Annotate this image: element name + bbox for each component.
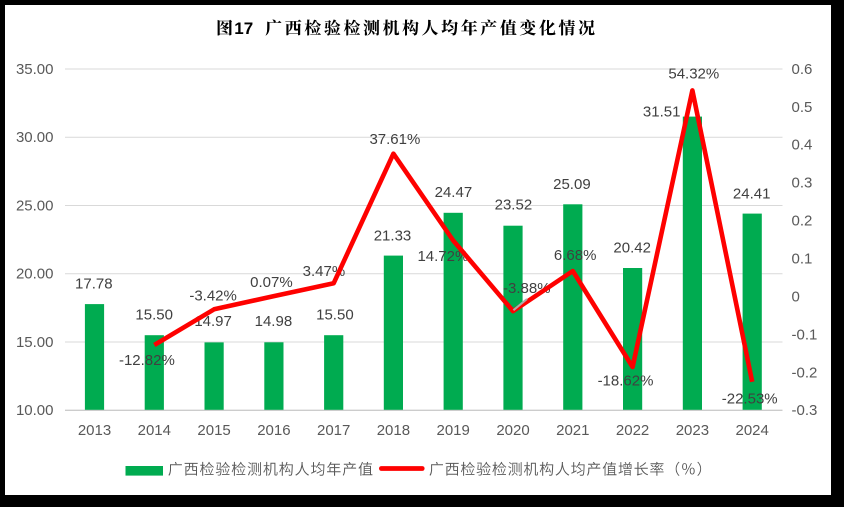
svg-text:0.2: 0.2 <box>792 213 813 230</box>
svg-text:14.98: 14.98 <box>255 313 293 330</box>
svg-text:0.5: 0.5 <box>792 99 813 116</box>
svg-text:2018: 2018 <box>377 422 410 439</box>
svg-text:24.47: 24.47 <box>435 184 473 201</box>
svg-text:2022: 2022 <box>616 422 649 439</box>
svg-text:2015: 2015 <box>197 422 230 439</box>
svg-text:2023: 2023 <box>676 422 709 439</box>
svg-text:37.61%: 37.61% <box>369 131 420 148</box>
svg-text:25.00: 25.00 <box>16 197 54 214</box>
svg-text:21.33: 21.33 <box>374 227 412 244</box>
svg-text:35.00: 35.00 <box>16 61 54 78</box>
svg-text:15.50: 15.50 <box>135 306 173 323</box>
svg-text:0.1: 0.1 <box>792 251 813 268</box>
svg-text:15.00: 15.00 <box>16 334 54 351</box>
svg-text:2019: 2019 <box>437 422 470 439</box>
svg-text:10.00: 10.00 <box>16 402 54 419</box>
svg-text:-12.82%: -12.82% <box>119 352 175 369</box>
svg-text:-0.2: -0.2 <box>792 364 818 381</box>
svg-text:31.51: 31.51 <box>643 103 681 120</box>
svg-text:2020: 2020 <box>496 422 529 439</box>
svg-text:15.50: 15.50 <box>316 306 354 323</box>
svg-text:6.68%: 6.68% <box>554 247 597 264</box>
svg-text:3.47%: 3.47% <box>303 263 346 280</box>
svg-text:2021: 2021 <box>556 422 589 439</box>
svg-text:25.09: 25.09 <box>553 176 591 193</box>
svg-text:2024: 2024 <box>736 422 769 439</box>
svg-text:0.6: 0.6 <box>792 61 813 78</box>
svg-text:23.52: 23.52 <box>495 197 533 214</box>
svg-text:20.42: 20.42 <box>613 239 651 256</box>
svg-text:2013: 2013 <box>78 422 111 439</box>
svg-text:30.00: 30.00 <box>16 129 54 146</box>
svg-text:2016: 2016 <box>257 422 290 439</box>
svg-text:-18.62%: -18.62% <box>598 373 654 390</box>
svg-text:17.78: 17.78 <box>75 275 113 292</box>
svg-text:14.72%: 14.72% <box>417 248 468 265</box>
svg-text:0.07%: 0.07% <box>250 274 293 291</box>
svg-text:54.32%: 54.32% <box>668 66 719 83</box>
svg-text:-0.3: -0.3 <box>792 402 818 419</box>
svg-text:0.3: 0.3 <box>792 175 813 192</box>
svg-text:-22.53%: -22.53% <box>722 391 778 408</box>
svg-text:0.4: 0.4 <box>792 137 813 154</box>
svg-text:0: 0 <box>792 288 800 305</box>
svg-text:24.41: 24.41 <box>733 185 771 202</box>
svg-text:17: 17 <box>234 19 253 38</box>
svg-text:-3.42%: -3.42% <box>189 287 237 304</box>
svg-text:2017: 2017 <box>317 422 350 439</box>
svg-text:-0.1: -0.1 <box>792 326 818 343</box>
svg-text:2014: 2014 <box>138 422 171 439</box>
svg-text:20.00: 20.00 <box>16 266 54 283</box>
